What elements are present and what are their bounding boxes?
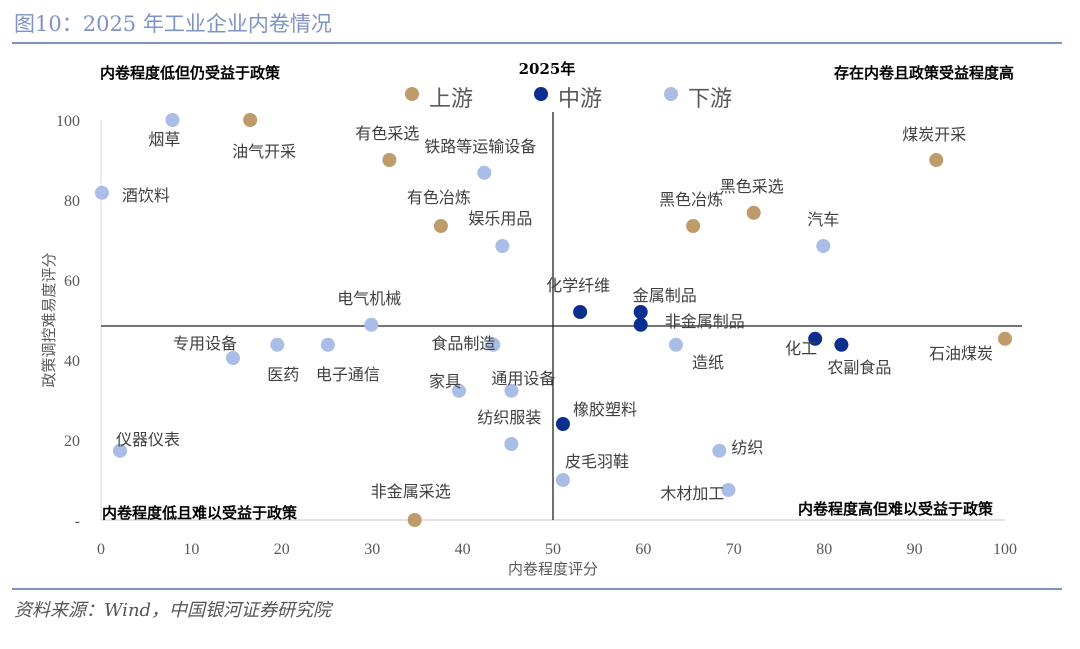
data-label: 非金属制品 xyxy=(665,312,745,331)
data-point xyxy=(834,337,849,352)
data-label: 化学纤维 xyxy=(546,276,610,295)
data-point xyxy=(668,337,683,352)
title-divider xyxy=(12,42,1062,44)
data-label: 有色采选 xyxy=(355,124,419,143)
x-tick-label: 20 xyxy=(274,541,290,558)
data-point xyxy=(225,351,240,365)
data-point xyxy=(320,337,335,352)
data-label: 电气机械 xyxy=(337,289,401,308)
data-point xyxy=(573,305,588,319)
legend-marker xyxy=(664,87,678,101)
data-point xyxy=(477,165,492,180)
data-point xyxy=(686,219,701,233)
data-label: 造纸 xyxy=(692,353,724,372)
quadrant-label-top-right: 存在内卷且政策受益程度高 xyxy=(834,64,1014,82)
data-label: 汽车 xyxy=(807,210,839,229)
y-tick-label: - xyxy=(75,513,80,530)
data-label: 通用设备 xyxy=(491,369,555,388)
data-label: 烟草 xyxy=(148,130,180,149)
data-point xyxy=(495,239,510,253)
data-point xyxy=(270,337,285,352)
x-tick-label: 70 xyxy=(726,541,742,558)
chart-title: 2025年 xyxy=(519,60,576,78)
data-point xyxy=(998,331,1012,346)
x-tick-label: 30 xyxy=(364,541,380,558)
data-point xyxy=(94,185,109,200)
y-tick-label: 60 xyxy=(64,273,80,290)
data-point xyxy=(364,317,379,332)
data-label: 电子通信 xyxy=(316,365,380,384)
data-point xyxy=(451,383,466,398)
x-tick-label: 90 xyxy=(907,541,923,558)
data-label: 纺织 xyxy=(731,438,763,457)
data-label: 金属制品 xyxy=(633,286,697,305)
y-tick-label: 20 xyxy=(64,433,80,450)
data-point xyxy=(243,113,258,127)
data-label: 铁路等运输设备 xyxy=(424,137,536,156)
x-tick-label: 80 xyxy=(816,541,832,558)
y-axis-title: 政策调控难易度评分 xyxy=(40,252,58,387)
data-label: 石油煤炭 xyxy=(929,344,993,363)
data-point xyxy=(633,305,648,319)
source-divider xyxy=(12,588,1062,590)
data-label: 娱乐用品 xyxy=(468,209,532,228)
legend-label: 上游 xyxy=(429,87,473,112)
data-label: 橡胶塑料 xyxy=(573,400,637,419)
x-tick-label: 0 xyxy=(97,541,105,558)
data-label: 木材加工 xyxy=(660,484,724,503)
data-point xyxy=(721,483,736,497)
x-tick-label: 60 xyxy=(635,541,651,558)
data-point xyxy=(746,205,761,220)
data-point xyxy=(382,153,397,167)
y-tick-label: 40 xyxy=(64,353,80,370)
data-label: 专用设备 xyxy=(173,334,237,353)
legend-label: 中游 xyxy=(558,87,602,112)
data-point xyxy=(555,473,570,487)
data-point xyxy=(816,239,831,253)
data-label: 煤炭开采 xyxy=(902,125,966,144)
data-label: 医药 xyxy=(267,365,299,384)
data-point xyxy=(433,219,448,233)
data-point xyxy=(165,113,180,127)
data-label: 油气开采 xyxy=(232,142,296,161)
data-label: 皮毛羽鞋 xyxy=(565,452,629,471)
data-label: 酒饮料 xyxy=(122,186,170,205)
x-axis-title: 内卷程度评分 xyxy=(508,560,598,578)
data-point xyxy=(712,443,727,458)
data-label: 纺织服装 xyxy=(477,408,541,427)
figure-title: 图10：2025 年工业企业内卷情况 xyxy=(14,12,332,36)
data-point xyxy=(808,331,823,346)
data-label: 化工 xyxy=(785,339,817,358)
data-point xyxy=(929,153,944,167)
data-point xyxy=(486,337,501,352)
data-point xyxy=(504,383,519,398)
legend-label: 下游 xyxy=(688,87,732,112)
data-label: 食品制造 xyxy=(431,334,495,353)
y-tick-label: 100 xyxy=(56,113,80,130)
x-tick-label: 40 xyxy=(455,541,471,558)
quadrant-label-top-left: 内卷程度低但仍受益于政策 xyxy=(100,64,281,82)
data-label: 仪器仪表 xyxy=(116,430,180,449)
x-tick-label: 50 xyxy=(545,541,561,558)
data-point xyxy=(633,317,648,332)
data-label: 黑色冶炼 xyxy=(659,190,723,209)
data-point xyxy=(555,417,570,431)
legend-marker xyxy=(405,87,419,101)
data-label: 家具 xyxy=(429,372,461,391)
data-label: 有色冶炼 xyxy=(407,188,471,207)
data-point xyxy=(504,437,519,451)
data-label: 非金属采选 xyxy=(371,482,451,501)
data-point xyxy=(112,443,127,458)
quadrant-label-bottom-left: 内卷程度低且难以受益于政策 xyxy=(102,504,298,522)
x-tick-label: 10 xyxy=(183,541,199,558)
legend-marker xyxy=(534,87,548,101)
x-tick-label: 100 xyxy=(993,541,1017,558)
data-label: 农副食品 xyxy=(827,358,891,377)
y-tick-label: 80 xyxy=(64,193,80,210)
quadrant-label-bottom-right: 内卷程度高但难以受益于政策 xyxy=(798,500,994,518)
data-label: 黑色采选 xyxy=(720,177,784,196)
source-note: 资料来源：Wind，中国银河证券研究院 xyxy=(14,600,332,621)
data-point xyxy=(407,513,422,527)
